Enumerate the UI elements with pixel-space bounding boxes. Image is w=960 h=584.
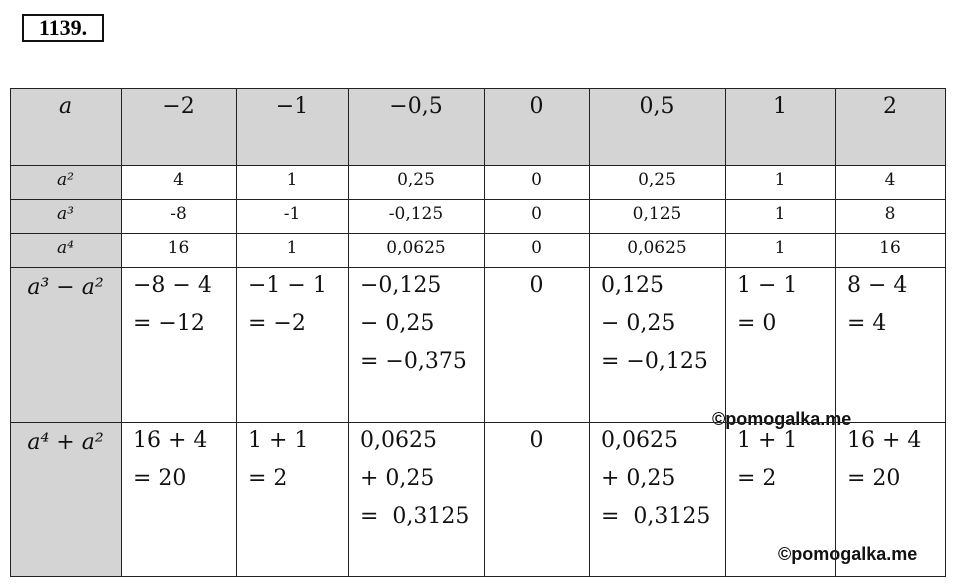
cell-line: = −0,125	[601, 349, 708, 374]
cell-line: = −2	[248, 311, 306, 336]
table-cell	[10, 267, 122, 423]
cell-text: 1	[774, 238, 786, 258]
cell-line: 0	[529, 428, 544, 453]
table-cell	[725, 88, 836, 166]
cell-line: = 2	[737, 466, 777, 491]
cell-text: 0,25	[638, 170, 676, 190]
cell-line: = 2	[248, 466, 288, 491]
cell-line: 0,0625	[601, 428, 678, 453]
cell-text: -8	[170, 204, 187, 224]
cell-line: 1 + 1	[248, 428, 309, 453]
cell-text: 0	[531, 204, 542, 224]
table-cell	[236, 88, 349, 166]
cell-line: 8 − 4	[847, 273, 908, 298]
cell-text: 1	[774, 170, 786, 190]
cell-text: -1	[283, 204, 301, 224]
cell-text: 0,25	[397, 170, 435, 190]
cell-line: = 20	[133, 466, 187, 491]
cell-text: 0,0625	[386, 238, 446, 258]
row-label: a²	[57, 170, 74, 190]
cell-text: -0,125	[388, 204, 444, 224]
cell-line: 1 + 1	[737, 428, 798, 453]
header-text: −2	[162, 94, 195, 119]
header-text: 0	[529, 94, 544, 119]
watermark: ©pomogalka.me	[778, 544, 918, 564]
cell-text: 16	[879, 238, 901, 258]
cell-text: 16	[167, 238, 190, 258]
cell-line: 0,0625	[360, 428, 437, 453]
cell-line: − 0,25	[360, 311, 435, 336]
cell-line: 0	[529, 273, 544, 298]
header-text: 0,5	[639, 94, 675, 119]
cell-text: 0	[531, 238, 542, 258]
row-label: a³ − a²	[27, 275, 104, 300]
row-label: a⁴ + a²	[27, 430, 104, 455]
table-cell	[835, 422, 946, 577]
header-text: a	[58, 94, 73, 119]
table-cell	[835, 88, 946, 166]
header-text: −1	[275, 94, 309, 119]
cell-text: 1	[774, 204, 786, 224]
cell-text: 4	[173, 170, 184, 190]
cell-line: = 0	[737, 311, 777, 336]
cell-text: 8	[884, 204, 896, 224]
cell-line: = 4	[847, 311, 887, 336]
cell-line: + 0,25	[360, 466, 435, 491]
cell-line: 1 − 1	[737, 273, 798, 298]
cell-text: 4	[884, 170, 896, 190]
cell-line: = −12	[133, 311, 205, 336]
cell-line: −1 − 1	[248, 273, 327, 298]
cell-line: = 0,3125	[360, 504, 470, 529]
header-text: 2	[883, 94, 897, 119]
cell-line: −8 − 4	[133, 273, 212, 298]
header-text: 1	[773, 94, 787, 119]
cell-text: 1	[286, 238, 298, 258]
cell-line: −0,125	[360, 273, 442, 298]
table-cell	[10, 422, 122, 577]
cell-line: 16 + 4	[133, 428, 208, 453]
cell-text: 1	[286, 170, 298, 190]
cell-line: = −0,375	[360, 349, 467, 374]
watermark: ©pomogalka.me	[712, 409, 852, 429]
cell-line: + 0,25	[601, 466, 676, 491]
row-label: a⁴	[57, 238, 74, 258]
header-text: −0,5	[389, 94, 443, 119]
cell-line: − 0,25	[601, 311, 676, 336]
cell-text: 0,125	[632, 204, 682, 224]
cell-text: 0	[531, 170, 542, 190]
row-label: a³	[57, 204, 74, 224]
cell-line: = 20	[847, 466, 901, 491]
table-cell	[10, 165, 122, 200]
problem-number: 1139.	[22, 14, 104, 42]
cell-line: 0,125	[601, 273, 664, 298]
cell-line: 16 + 4	[847, 428, 922, 453]
table-cell	[10, 88, 122, 166]
cell-text: 0,0625	[627, 238, 687, 258]
cell-line: = 0,3125	[601, 504, 711, 529]
